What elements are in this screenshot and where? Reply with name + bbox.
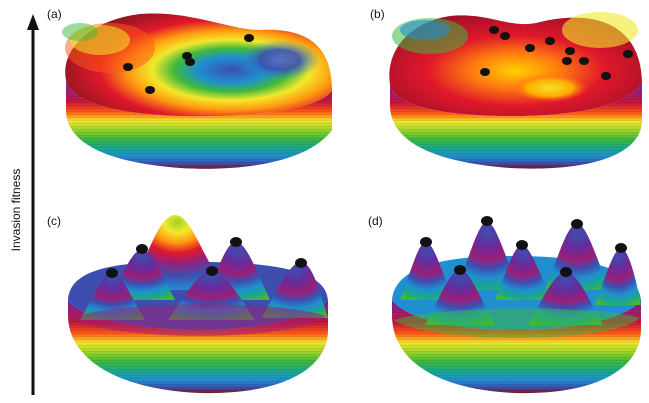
panel-c-markers <box>106 237 307 278</box>
fitness-point <box>206 266 218 276</box>
fitness-point <box>516 240 528 250</box>
panel-d: (d) <box>368 214 641 394</box>
fitness-point <box>185 58 195 66</box>
fitness-point <box>136 244 148 254</box>
axis-arrow <box>27 14 39 395</box>
panel-d-markers <box>420 216 627 277</box>
axis-label: Invasion fitness <box>9 169 23 252</box>
fitness-point <box>244 34 254 42</box>
fitness-point <box>615 243 627 253</box>
panel-b: (b) <box>370 7 642 169</box>
fitness-point <box>481 216 493 226</box>
panel-b-label: (b) <box>370 7 385 21</box>
fitness-point <box>123 63 133 71</box>
fitness-point <box>545 37 555 45</box>
panel-c-peak <box>262 262 328 318</box>
fitness-point <box>601 72 611 80</box>
fitness-point <box>623 50 633 58</box>
fitness-point <box>562 57 572 65</box>
fitness-point <box>182 52 192 60</box>
panel-b-markers <box>480 26 633 80</box>
panel-c-label: (c) <box>47 214 61 228</box>
panel-a: (a) <box>47 7 332 169</box>
fitness-point <box>230 237 242 247</box>
fitness-point <box>500 32 510 40</box>
panel-d-peak <box>400 242 455 300</box>
fitness-point <box>560 267 572 277</box>
fitness-point <box>454 265 466 275</box>
panel-d-label: (d) <box>368 214 383 228</box>
panel-a-label: (a) <box>47 7 62 21</box>
fitness-point <box>525 44 535 52</box>
fitness-point <box>420 237 432 247</box>
panel-c: (c) <box>47 214 328 394</box>
fitness-point <box>145 86 155 94</box>
fitness-point <box>489 26 499 34</box>
fitness-point <box>579 57 589 65</box>
panel-d-peak <box>455 222 520 290</box>
fitness-point <box>565 47 575 55</box>
fitness-point <box>106 268 118 278</box>
fitness-point <box>571 219 583 229</box>
panel-a-markers <box>123 34 254 94</box>
fitness-point <box>480 68 490 76</box>
fitness-point <box>295 258 307 268</box>
panel-d-peak <box>495 245 552 300</box>
panel-d-peak <box>595 248 641 305</box>
